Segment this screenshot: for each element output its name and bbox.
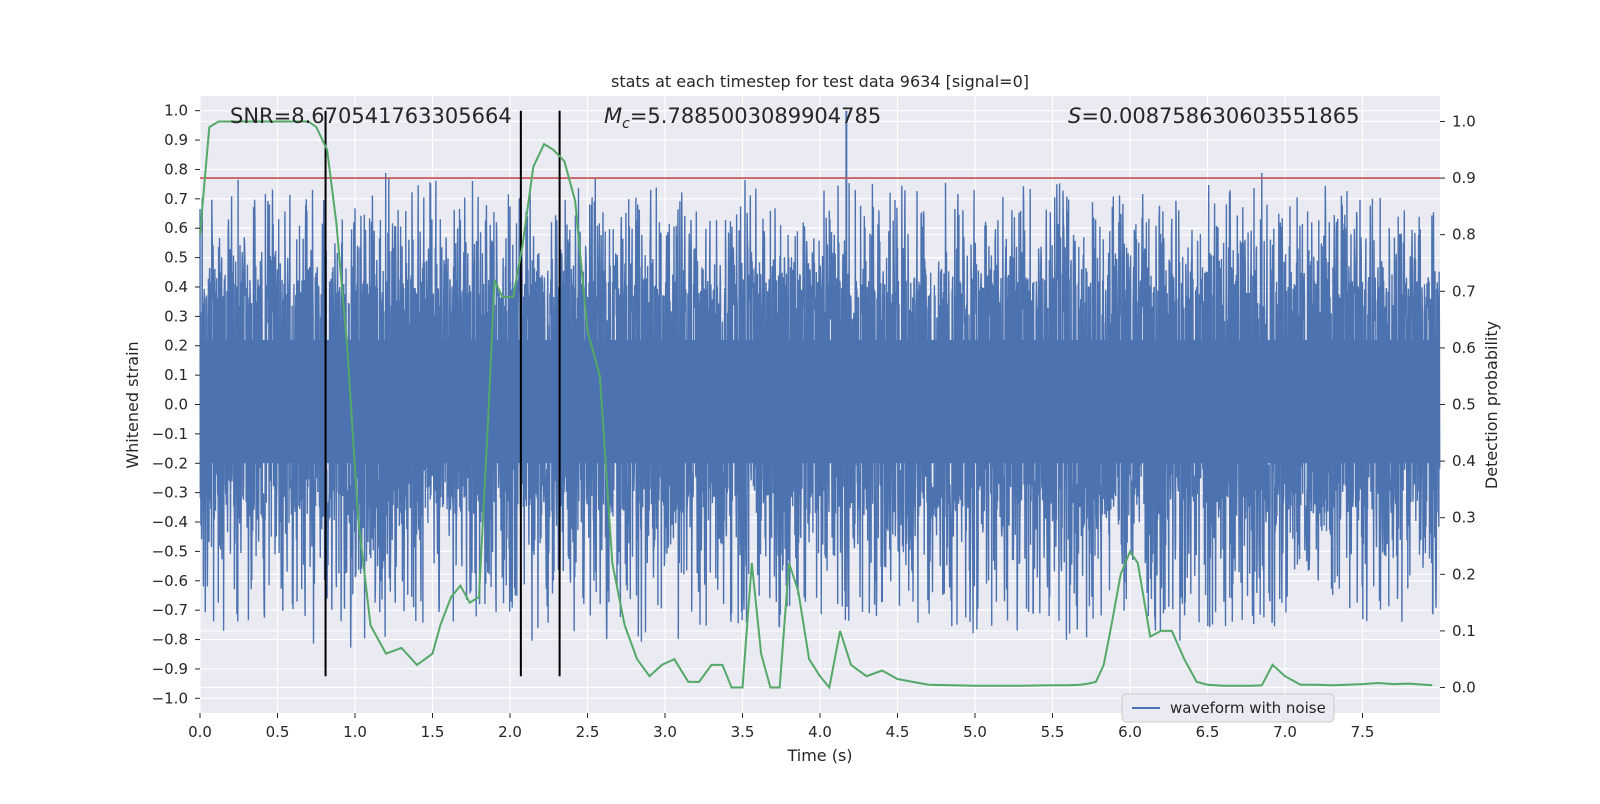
- x-tick-label: 7.5: [1351, 723, 1375, 741]
- x-tick-label: 1.5: [421, 723, 445, 741]
- y-tick-label-left: −0.3: [152, 484, 188, 502]
- y-tick-label-left: 0.9: [164, 131, 188, 149]
- s-statistic-annotation: S=0.008758630603551865: [1068, 104, 1359, 128]
- s-statistic-value: =0.008758630603551865: [1081, 104, 1359, 128]
- y-tick-label-left: 0.5: [164, 249, 188, 267]
- snr-annotation: SNR=8.670541763305664: [230, 104, 512, 128]
- axes: 0.0 0.5 1.0 1.5 2.0 2.5 3.0 3.5 4.0 4.5 5.0 5.5 6.0 6…: [152, 102, 1476, 741]
- x-tick-label: 3.0: [653, 723, 677, 741]
- waveform-series: [199, 110, 1441, 648]
- x-tick-label: 6.5: [1196, 723, 1220, 741]
- x-tick-label: 6.0: [1118, 723, 1142, 741]
- y-tick-label-right: 0.4: [1452, 452, 1476, 470]
- y-tick-label-right: 1.0: [1452, 112, 1476, 130]
- detection-probability-line: [199, 120, 1433, 690]
- x-tick-label: 1.0: [343, 723, 367, 741]
- y-tick-label-left: −0.1: [152, 425, 188, 443]
- y-tick-label-left: −0.9: [152, 660, 188, 678]
- y-tick-label-left: 0.4: [164, 278, 188, 296]
- legend: waveform with noise: [1121, 693, 1335, 723]
- y-tick-label-right: 0.8: [1452, 226, 1476, 244]
- x-tick-label: 3.5: [731, 723, 755, 741]
- y-tick-label-left: 0.2: [164, 337, 188, 355]
- y-axis-label-right: Detection probability: [1482, 321, 1501, 489]
- s-statistic-symbol: S: [1068, 104, 1081, 128]
- y-tick-label-left: 0.7: [164, 190, 188, 208]
- y-tick-label-right: 0.0: [1452, 679, 1476, 697]
- x-tick-label: 5.5: [1041, 723, 1065, 741]
- y-tick-label-left: 0.0: [164, 396, 188, 414]
- x-tick-label: 5.0: [963, 723, 987, 741]
- x-tick-label: 4.5: [886, 723, 910, 741]
- y-tick-label-left: 0.6: [164, 219, 188, 237]
- y-tick-label-right: 0.7: [1452, 282, 1476, 300]
- chirp-mass-symbol: M: [604, 104, 622, 128]
- chirp-mass-annotation: Mc=5.7885003089904785: [604, 104, 881, 132]
- y-tick-label-left: 0.8: [164, 160, 188, 178]
- x-tick-label: 7.0: [1273, 723, 1297, 741]
- y-tick-label-right: 0.9: [1452, 169, 1476, 187]
- y-tick-label-left: −0.6: [152, 572, 188, 590]
- y-tick-label-right: 0.3: [1452, 509, 1476, 527]
- x-axis-label: Time (s): [786, 746, 852, 765]
- y-tick-label-right: 0.1: [1452, 622, 1476, 640]
- y-tick-label-left: 0.1: [164, 366, 188, 384]
- legend-waveform-label: waveform with noise: [1170, 699, 1326, 717]
- y-tick-label-right: 0.6: [1452, 339, 1476, 357]
- x-tick-label: 2.0: [498, 723, 522, 741]
- y-tick-label-left: −0.8: [152, 631, 188, 649]
- x-tick-label: 0.5: [266, 723, 290, 741]
- x-tick-label: 2.5: [576, 723, 600, 741]
- y-axis-label-left: Whitened strain: [123, 341, 142, 468]
- y-tick-label-left: −0.4: [152, 513, 188, 531]
- y-tick-label-left: −0.2: [152, 454, 188, 472]
- legend-box: [1121, 693, 1335, 723]
- chirp-mass-subscript: c: [622, 116, 630, 132]
- x-tick-label: 4.0: [808, 723, 832, 741]
- y-tick-label-left: 0.3: [164, 307, 188, 325]
- chirp-mass-value: =5.7885003089904785: [630, 104, 881, 128]
- overlay-layer: [199, 110, 1440, 690]
- y-tick-label-left: 1.0: [164, 102, 188, 120]
- y-tick-label-right: 0.2: [1452, 565, 1476, 583]
- y-tick-label-right: 0.5: [1452, 396, 1476, 414]
- y-tick-label-left: −1.0: [152, 689, 188, 707]
- x-tick-label: 0.0: [188, 723, 212, 741]
- y-tick-label-left: −0.7: [152, 601, 188, 619]
- y-tick-label-left: −0.5: [152, 542, 188, 560]
- chart-title: stats at each timestep for test data 963…: [611, 72, 1029, 91]
- waveform-core-band: [200, 339, 1440, 464]
